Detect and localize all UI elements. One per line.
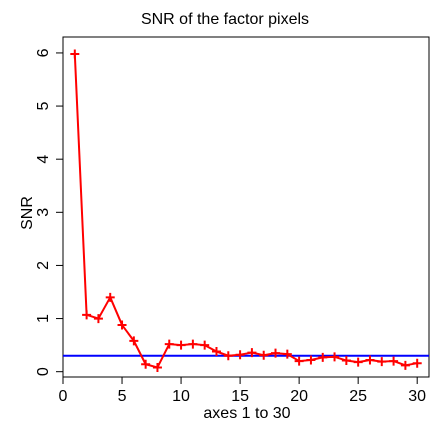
series-line xyxy=(73,53,418,369)
data-point-marker xyxy=(93,314,103,324)
data-point-marker xyxy=(341,356,351,366)
y-axis-label: SNR xyxy=(19,196,36,230)
chart-title: SNR of the factor pixels xyxy=(141,11,309,28)
data-point-marker xyxy=(211,347,221,356)
x-tick-label: 15 xyxy=(231,388,249,405)
data-point-marker xyxy=(117,320,127,330)
x-tick-label: 30 xyxy=(408,388,426,405)
y-tick-label: 1 xyxy=(35,314,52,323)
x-axis-ticks: 0 5 10 15 20 25 30 xyxy=(59,377,426,405)
data-point-marker xyxy=(259,350,269,360)
data-point-marker xyxy=(271,348,281,358)
y-tick-label: 4 xyxy=(35,155,52,164)
y-tick-label: 3 xyxy=(35,208,52,217)
data-point-marker xyxy=(247,348,257,358)
x-tick-label: 0 xyxy=(59,388,68,405)
data-point-marker xyxy=(377,357,387,367)
data-point-marker xyxy=(164,339,174,349)
data-point-marker xyxy=(318,352,328,362)
y-tick-label: 2 xyxy=(35,261,52,270)
x-axis-label: axes 1 to 30 xyxy=(203,405,290,422)
data-point-marker xyxy=(129,336,139,346)
data-point-marker xyxy=(306,355,316,365)
data-point-marker xyxy=(70,49,80,59)
y-axis-ticks: 0 1 2 3 4 5 6 xyxy=(35,48,63,376)
series-layer xyxy=(70,49,422,372)
data-point-marker xyxy=(400,360,410,370)
x-tick-label: 10 xyxy=(172,388,190,405)
data-point-marker xyxy=(200,340,210,350)
data-point-marker xyxy=(235,350,245,360)
x-tick-label: 25 xyxy=(349,388,367,405)
data-point-marker xyxy=(282,349,292,359)
data-point-marker xyxy=(188,339,198,349)
x-tick-label: 20 xyxy=(290,388,308,405)
data-point-marker xyxy=(330,352,340,362)
data-point-marker xyxy=(294,356,304,366)
data-point-marker xyxy=(412,358,422,368)
x-tick-label: 5 xyxy=(118,388,127,405)
data-point-marker xyxy=(353,357,363,367)
y-tick-label: 0 xyxy=(35,367,52,376)
data-point-marker xyxy=(82,310,92,320)
data-point-marker xyxy=(105,292,115,302)
data-point-marker xyxy=(223,351,233,361)
data-point-marker xyxy=(152,362,162,372)
data-point-marker xyxy=(365,355,375,365)
data-point-marker xyxy=(141,359,151,369)
y-tick-label: 5 xyxy=(35,102,52,111)
y-tick-label: 6 xyxy=(35,48,52,57)
data-point-marker xyxy=(389,356,399,366)
data-point-marker xyxy=(176,340,186,350)
plot-frame xyxy=(62,36,430,378)
